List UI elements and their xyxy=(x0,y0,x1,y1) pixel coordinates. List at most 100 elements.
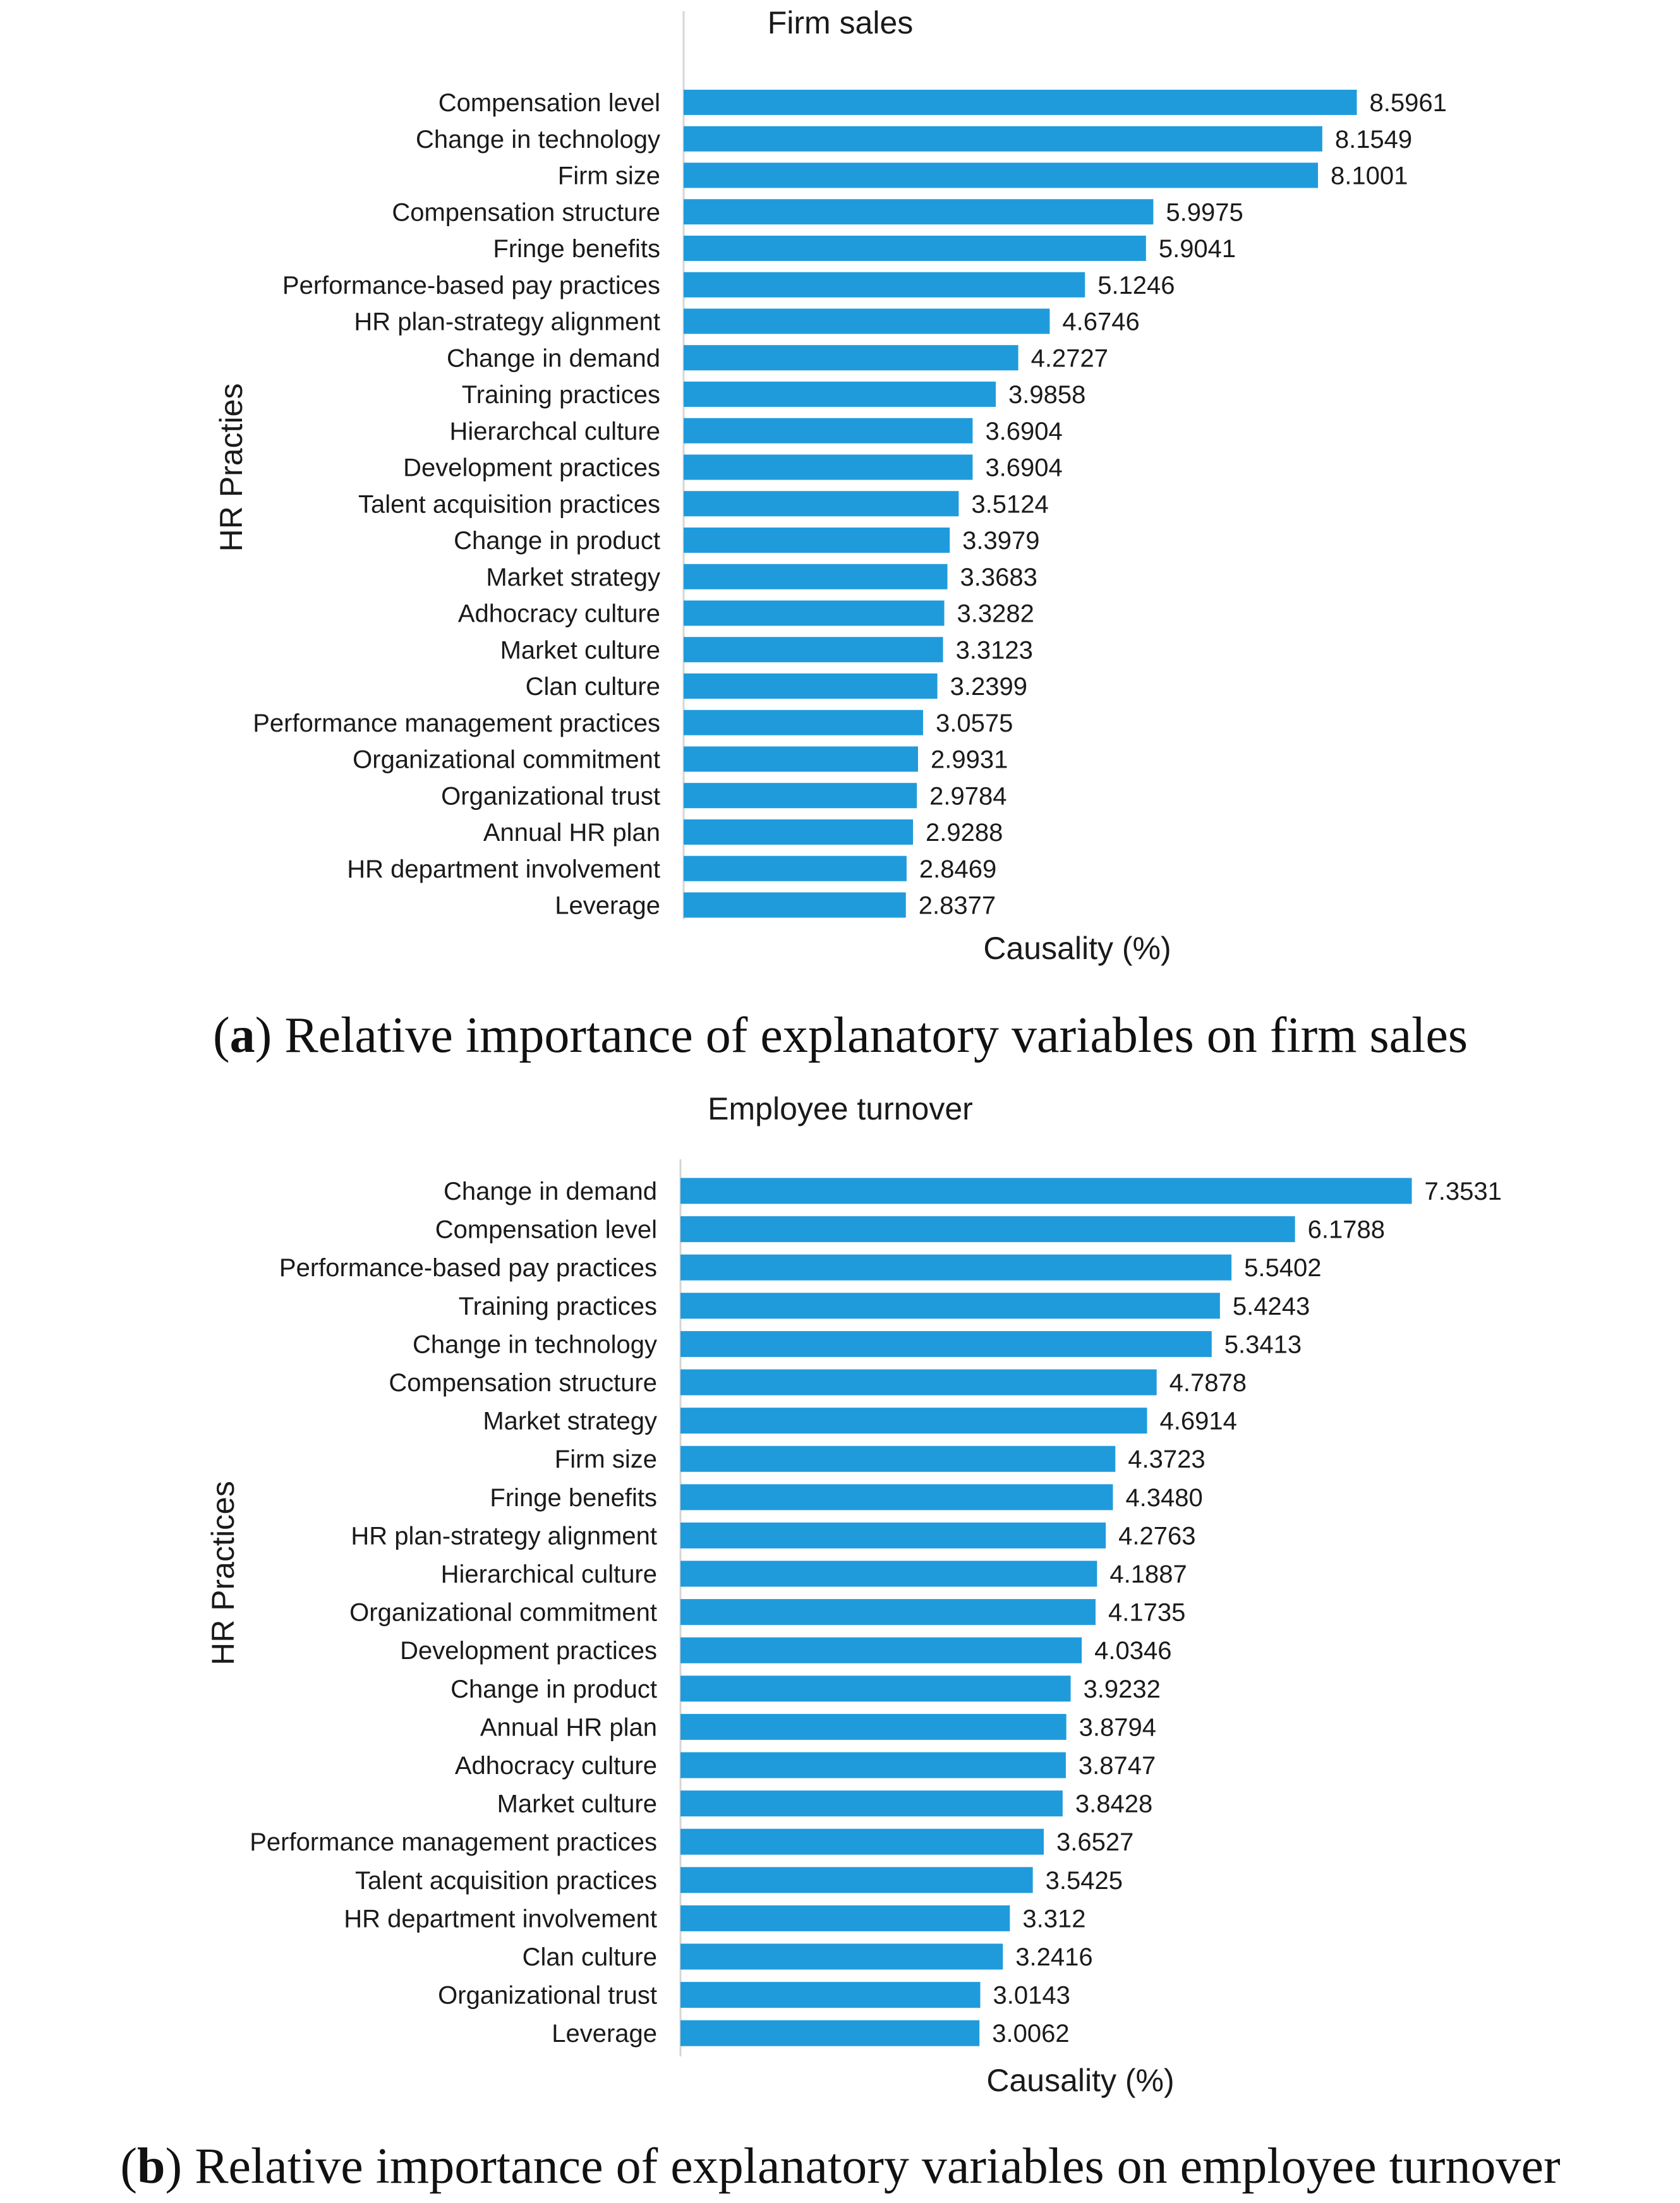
bar[interactable] xyxy=(680,1867,1033,1893)
value-label: 6.1788 xyxy=(1308,1216,1385,1244)
bar[interactable] xyxy=(680,1560,1097,1587)
bar[interactable] xyxy=(680,1752,1066,1778)
bar[interactable] xyxy=(684,491,959,517)
category-label: Performance management practices xyxy=(253,709,660,737)
bar[interactable] xyxy=(680,1982,981,2008)
bar[interactable] xyxy=(680,1369,1157,1396)
value-label: 5.1246 xyxy=(1097,272,1175,299)
bar[interactable] xyxy=(684,855,907,881)
bar[interactable] xyxy=(684,673,938,699)
value-label: 3.6904 xyxy=(985,418,1062,445)
value-label: 5.5402 xyxy=(1244,1254,1321,1282)
caption-text: Relative importance of explanatory varia… xyxy=(195,2139,1560,2194)
value-label: 4.1887 xyxy=(1109,1560,1187,1588)
bar[interactable] xyxy=(684,162,1319,188)
bar[interactable] xyxy=(684,746,919,772)
bar[interactable] xyxy=(680,1178,1412,1204)
value-label: 4.0346 xyxy=(1094,1637,1171,1665)
value-label: 3.8747 xyxy=(1079,1752,1156,1780)
value-label: 3.3683 xyxy=(960,564,1037,591)
value-label: 3.8428 xyxy=(1075,1790,1152,1818)
bar[interactable] xyxy=(684,783,917,809)
bar[interactable] xyxy=(684,892,906,918)
category-label: Performance-based pay practices xyxy=(282,272,660,299)
category-label: HR department involvement xyxy=(344,1905,657,1933)
category-label: Market strategy xyxy=(486,564,660,591)
category-label: HR plan-strategy alignment xyxy=(351,1522,657,1550)
bar[interactable] xyxy=(684,90,1357,115)
category-label: Adhocracy culture xyxy=(455,1752,657,1780)
category-label: Leverage xyxy=(555,892,660,920)
bar[interactable] xyxy=(684,272,1085,298)
panel-employee-turnover: Employee turnover Change in demand 7.3531… xyxy=(120,1091,1560,2194)
value-label: 2.8377 xyxy=(919,892,996,920)
chart-title: Firm sales xyxy=(768,5,914,40)
category-label: Organizational trust xyxy=(441,782,660,810)
value-label: 3.0062 xyxy=(992,2020,1069,2048)
value-label: 4.6746 xyxy=(1062,308,1139,336)
caption-text: Relative importance of explanatory varia… xyxy=(284,1008,1468,1063)
bar[interactable] xyxy=(684,819,914,845)
bar[interactable] xyxy=(684,600,945,626)
value-label: 3.0143 xyxy=(993,1982,1070,2010)
category-label: Change in product xyxy=(450,1675,657,1703)
category-label: Change in demand xyxy=(444,1178,657,1205)
figure-caption-a: (a) Relative importance of explanatory v… xyxy=(213,1008,1468,1063)
bar[interactable] xyxy=(680,1790,1063,1817)
value-label: 4.7878 xyxy=(1169,1369,1247,1397)
value-label: 3.8794 xyxy=(1079,1713,1156,1741)
bar[interactable] xyxy=(684,637,943,663)
category-label: Performance-based pay practices xyxy=(279,1254,657,1282)
value-label: 8.5961 xyxy=(1370,89,1447,117)
category-label: Compensation structure xyxy=(389,1369,657,1397)
bar[interactable] xyxy=(684,126,1322,152)
bar[interactable] xyxy=(680,1293,1220,1319)
bar[interactable] xyxy=(684,382,996,407)
bar[interactable] xyxy=(684,199,1154,225)
bar[interactable] xyxy=(684,528,950,553)
value-label: 5.9041 xyxy=(1159,235,1236,263)
bar[interactable] xyxy=(680,2020,980,2046)
bar[interactable] xyxy=(684,709,923,735)
category-label: Hierarchcal culture xyxy=(450,418,660,445)
bar[interactable] xyxy=(680,1216,1295,1243)
value-label: 3.9858 xyxy=(1008,381,1085,409)
category-label: Compensation level xyxy=(435,1216,657,1244)
bar[interactable] xyxy=(680,1905,1010,1931)
bar[interactable] xyxy=(684,236,1146,261)
bar[interactable] xyxy=(684,308,1050,334)
value-label: 3.6904 xyxy=(985,454,1062,482)
bar[interactable] xyxy=(680,1254,1232,1281)
category-label: Organizational trust xyxy=(438,1982,657,2010)
figure-caption-b: (b) Relative importance of explanatory v… xyxy=(120,2139,1560,2194)
value-label: 5.9975 xyxy=(1166,198,1243,226)
bar[interactable] xyxy=(680,1446,1116,1472)
bar[interactable] xyxy=(684,564,948,589)
category-label: Adhocracy culture xyxy=(458,600,660,628)
bar[interactable] xyxy=(680,1522,1106,1548)
category-label: Hierarchical culture xyxy=(441,1560,657,1588)
category-label: Change in product xyxy=(454,527,660,555)
bar[interactable] xyxy=(680,1828,1044,1855)
bar[interactable] xyxy=(680,1331,1212,1357)
category-label: HR plan-strategy alignment xyxy=(354,308,660,336)
bar[interactable] xyxy=(684,418,973,444)
bar[interactable] xyxy=(680,1408,1147,1434)
value-label: 5.4243 xyxy=(1233,1293,1310,1320)
category-label: Compensation structure xyxy=(392,198,660,226)
bar[interactable] xyxy=(684,345,1018,371)
value-label: 5.3413 xyxy=(1224,1331,1302,1358)
category-label: Development practices xyxy=(403,454,660,482)
bar[interactable] xyxy=(680,1943,1003,1970)
category-label: Change in demand xyxy=(447,344,660,372)
y-axis-label: HR Practices xyxy=(205,1481,241,1665)
category-label: Market culture xyxy=(497,1790,657,1818)
category-label: HR department involvement xyxy=(347,855,660,883)
bar[interactable] xyxy=(680,1675,1071,1702)
bar[interactable] xyxy=(684,454,973,480)
value-label: 2.8469 xyxy=(919,855,996,883)
bar[interactable] xyxy=(680,1599,1096,1626)
bar[interactable] xyxy=(680,1713,1067,1740)
bar[interactable] xyxy=(680,1637,1082,1663)
bar[interactable] xyxy=(680,1484,1113,1511)
